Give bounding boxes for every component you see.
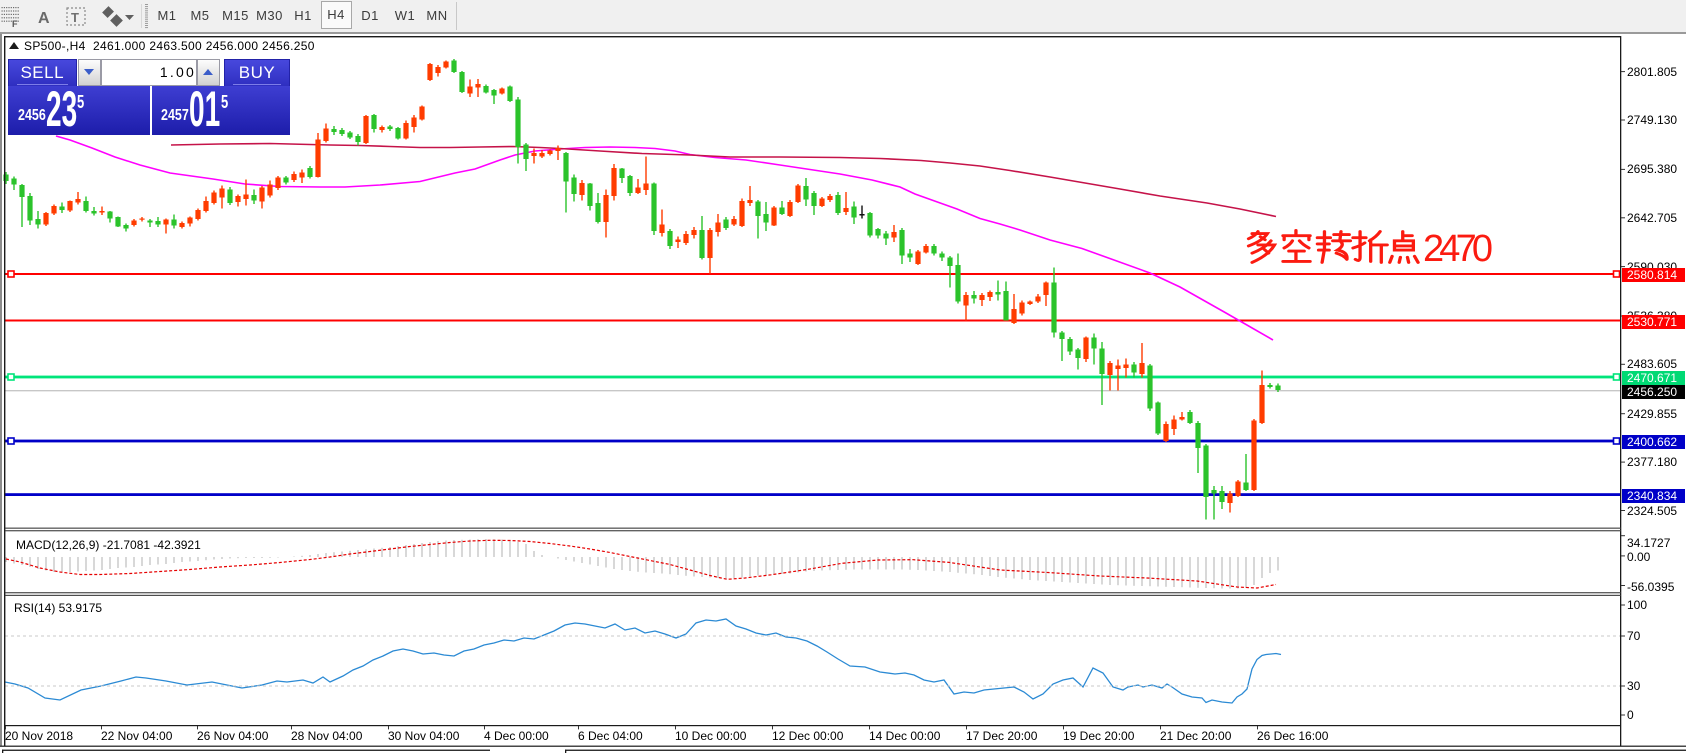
svg-text:T: T	[71, 10, 79, 25]
svg-text:F: F	[12, 19, 18, 29]
svg-text:2470: 2470	[1423, 228, 1493, 267]
svg-text:A: A	[38, 10, 50, 27]
